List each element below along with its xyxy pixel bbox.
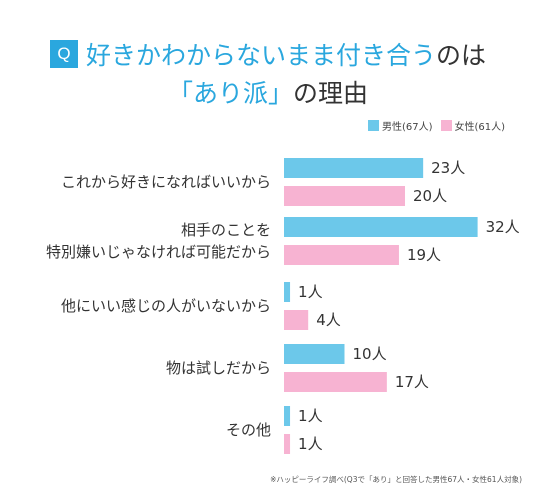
value-label-female: 19人 (407, 246, 441, 264)
bar-male (284, 406, 291, 426)
title-line-2-rest: の理由 (293, 79, 369, 108)
value-label-male: 1人 (298, 283, 323, 301)
bar-female (284, 372, 387, 392)
legend-male-swatch (368, 120, 379, 131)
bar-female (284, 186, 405, 206)
footnote: ※ハッピーライフ調べ(Q3で「あり」と回答した男性67人・女性61人対象) (270, 475, 522, 484)
value-label-female: 20人 (413, 187, 447, 205)
value-label-male: 1人 (298, 407, 323, 425)
value-label-female: 1人 (298, 435, 323, 453)
bar-female (284, 245, 399, 265)
bar-male (284, 282, 291, 302)
legend: 男性(67人) 女性(61人) (368, 118, 513, 133)
category-label: 相手のことを (181, 221, 271, 239)
title-line-1-accent: 好きかわからないまま付き合う (86, 41, 437, 70)
category-label: その他 (226, 421, 271, 439)
bar-female (284, 310, 309, 330)
bar-male (284, 217, 478, 237)
value-label-female: 17人 (395, 373, 429, 391)
question-badge: Q (50, 40, 78, 68)
bar-male (284, 158, 424, 178)
legend-male: 男性(67人) (368, 118, 433, 133)
title-line-1-rest: のは (436, 41, 487, 70)
value-label-male: 10人 (353, 345, 387, 363)
value-label-male: 32人 (486, 218, 520, 236)
title-line-2: 「あり派」の理由 (0, 74, 536, 110)
value-label-male: 23人 (431, 159, 465, 177)
legend-female-label: 女性(61人) (454, 122, 506, 133)
title-line-2-accent: 「あり派」 (167, 79, 293, 108)
category-label: これから好きになればいいから (61, 173, 271, 191)
category-label: 他にいい感じの人がいないから (61, 297, 271, 315)
legend-female-swatch (440, 120, 452, 131)
title-line-1: 好きかわからないまま付き合うのは (86, 36, 486, 72)
category-label: 物は試しだから (166, 359, 271, 377)
category-label: 特別嫌いじゃなければ可能だから (46, 243, 271, 261)
value-label-female: 4人 (316, 311, 341, 329)
legend-male-label: 男性(67人) (382, 122, 433, 133)
legend-female: 女性(61人) (440, 118, 506, 133)
bar-female (284, 434, 291, 454)
bar-male (284, 344, 345, 364)
